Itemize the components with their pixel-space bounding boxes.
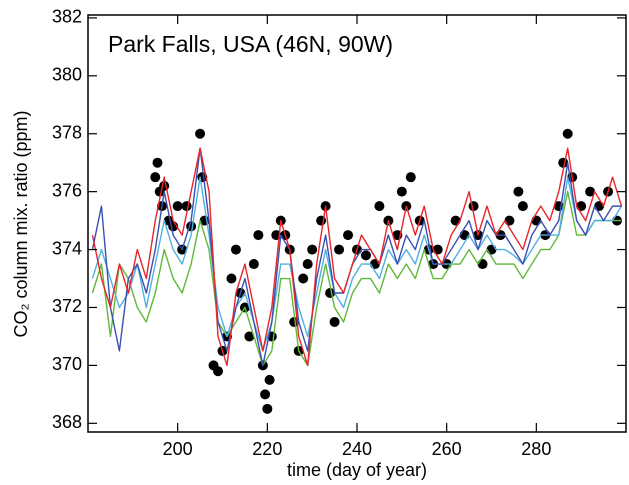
y-tick-label: 370 bbox=[52, 354, 82, 374]
series-line bbox=[91, 147, 623, 367]
y-tick-label: 376 bbox=[52, 180, 82, 200]
data-point bbox=[307, 244, 318, 255]
data-point bbox=[334, 244, 345, 255]
data-point bbox=[450, 215, 461, 226]
x-tick-label: 260 bbox=[432, 439, 462, 459]
y-tick-label: 380 bbox=[52, 65, 82, 85]
chart-title: Park Falls, USA (46N, 90W) bbox=[108, 31, 393, 57]
data-point bbox=[459, 230, 470, 241]
x-tick-label: 240 bbox=[342, 439, 372, 459]
data-point bbox=[260, 389, 271, 400]
y-tick-label: 368 bbox=[52, 412, 82, 432]
data-point bbox=[432, 244, 443, 255]
data-point bbox=[360, 250, 371, 261]
data-point bbox=[159, 180, 170, 191]
series-line bbox=[91, 147, 622, 367]
data-point bbox=[531, 215, 542, 226]
y-tick-label: 382 bbox=[52, 7, 82, 27]
data-point bbox=[213, 366, 224, 377]
series-line bbox=[91, 190, 622, 367]
data-point bbox=[396, 186, 407, 197]
data-point bbox=[172, 201, 183, 212]
data-point bbox=[585, 186, 596, 197]
y-tick-label: 374 bbox=[52, 238, 82, 258]
x-tick-label: 200 bbox=[163, 439, 193, 459]
data-point bbox=[486, 244, 497, 255]
data-point bbox=[405, 172, 416, 183]
data-point bbox=[244, 331, 255, 342]
data-point bbox=[230, 244, 241, 255]
y-tick-label: 372 bbox=[52, 296, 82, 316]
data-point bbox=[468, 201, 479, 212]
data-point bbox=[369, 259, 380, 270]
data-point bbox=[226, 273, 237, 284]
data-point bbox=[248, 259, 259, 270]
data-point bbox=[152, 157, 163, 168]
data-point bbox=[576, 201, 587, 212]
series-line bbox=[91, 176, 623, 352]
data-point bbox=[517, 201, 528, 212]
data-point bbox=[316, 215, 327, 226]
plot-marks bbox=[91, 128, 623, 414]
y-axis-label: CO₂ column mix. ratio (ppm) bbox=[11, 110, 31, 337]
data-point bbox=[262, 403, 273, 414]
x-tick-label: 220 bbox=[252, 439, 282, 459]
data-point bbox=[181, 201, 192, 212]
data-point bbox=[343, 230, 354, 241]
data-point bbox=[329, 316, 340, 327]
data-point bbox=[195, 128, 206, 139]
data-point bbox=[264, 374, 275, 385]
data-point bbox=[513, 186, 524, 197]
y-tick-label: 378 bbox=[52, 122, 82, 142]
data-point bbox=[477, 259, 488, 270]
data-point bbox=[562, 128, 573, 139]
data-point bbox=[594, 201, 605, 212]
data-point bbox=[374, 201, 385, 212]
data-point bbox=[253, 230, 264, 241]
data-point bbox=[150, 172, 161, 183]
data-point bbox=[298, 273, 309, 284]
x-tick-label: 280 bbox=[521, 439, 551, 459]
data-point bbox=[302, 259, 313, 270]
data-point bbox=[504, 215, 515, 226]
x-axis-label: time (day of year) bbox=[287, 460, 427, 480]
